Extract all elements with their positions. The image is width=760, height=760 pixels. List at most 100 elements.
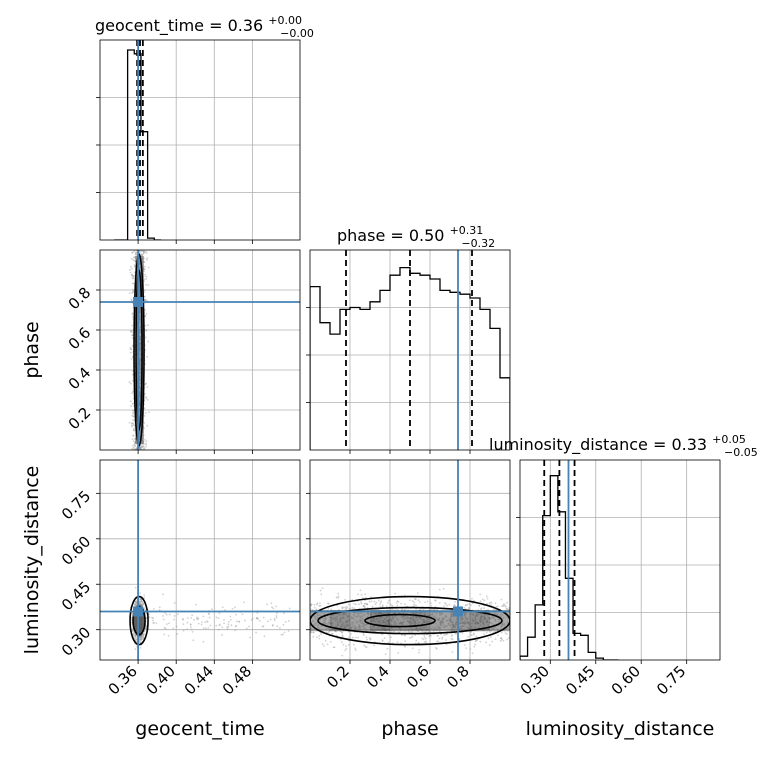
sample-point [436,640,438,643]
sample-point [415,639,418,642]
sample-point [197,617,200,620]
sample-point [140,603,143,606]
sample-point [139,600,142,603]
sample-point [349,608,352,611]
sample-point [360,601,362,604]
sample-point [142,252,145,254]
sample-point [389,636,392,639]
sample-point [416,592,419,594]
sample-point [470,634,472,637]
sample-point [353,607,356,610]
sample-point [257,617,259,620]
sample-point [134,603,137,606]
sample-point [140,253,143,256]
sample-point [446,633,449,635]
sample-point [485,595,488,598]
sample-point [131,373,134,376]
sample-point [465,604,467,607]
sample-point [139,447,142,450]
sample-point [379,605,382,608]
sample-point [381,639,384,642]
sample-point [486,597,489,600]
sample-point [347,637,350,639]
sample-point [194,603,197,606]
sample-point [492,608,495,611]
sample-point [387,599,390,602]
sample-point [414,634,416,637]
sample-point [131,288,134,291]
sample-point [144,349,147,352]
sample-point [380,600,383,603]
sample-point [362,634,365,637]
sample-point [453,604,456,607]
sample-point [455,632,458,635]
sample-point [130,358,133,360]
sample-point [128,381,131,384]
sample-point [132,275,135,278]
sample-point [310,604,312,607]
sample-point [255,617,258,620]
sample-point [153,622,155,624]
sample-point [375,601,378,604]
axes-frame [99,459,301,661]
sample-point [186,621,189,624]
sample-point [413,603,416,606]
sample-point [145,329,148,332]
sample-point [321,643,324,645]
sample-point [443,634,446,637]
sample-point [262,625,265,627]
sample-point [424,631,427,633]
sample-point [331,632,334,635]
sample-point [186,628,189,631]
sample-point [403,644,406,647]
sample-point [373,644,376,647]
sample-point [397,600,400,603]
sample-point [429,634,431,637]
sample-point [363,606,366,609]
sample-point [336,604,339,607]
sample-point [379,601,382,604]
sample-point [132,276,134,279]
sample-point [144,315,147,318]
sample-point [168,622,170,625]
sample-point [377,599,380,602]
sample-point [218,612,221,615]
hist-panel-phase [306,249,511,454]
sample-point [132,291,134,294]
sample-point [209,624,212,627]
sample-point [328,631,330,634]
sample-point [258,619,261,622]
x-tick-label: 0.8 [443,662,473,692]
sample-point [360,602,363,605]
sample-point [505,605,507,608]
sample-point [417,651,420,654]
sample-point [434,646,437,649]
sample-point [140,636,143,639]
sample-point [397,651,400,654]
sample-point [162,615,164,617]
sample-point [226,627,229,630]
sample-point [374,603,377,606]
sample-point [370,600,373,603]
sample-point [415,604,417,607]
sample-point [128,421,131,424]
density-cell [330,610,350,632]
sample-point [145,251,148,254]
scatter-panel-phase-vs-geocent-time: 0.2 0.4 0.6 0.8 [65,249,301,454]
sample-point [362,605,365,608]
sample-point [238,620,241,623]
sample-point [501,638,503,641]
sample-point [442,587,445,590]
density-cell [370,610,390,632]
sample-point [324,639,327,642]
sample-point [132,423,135,426]
sample-point [471,602,474,605]
sample-point [431,608,434,611]
x-tick-label: 0.40 [143,662,179,698]
sample-point [145,275,148,278]
sample-point [318,604,321,607]
sample-point [438,601,441,604]
sample-point [275,612,278,615]
sample-point [371,605,374,608]
posterior-samples [128,586,291,651]
